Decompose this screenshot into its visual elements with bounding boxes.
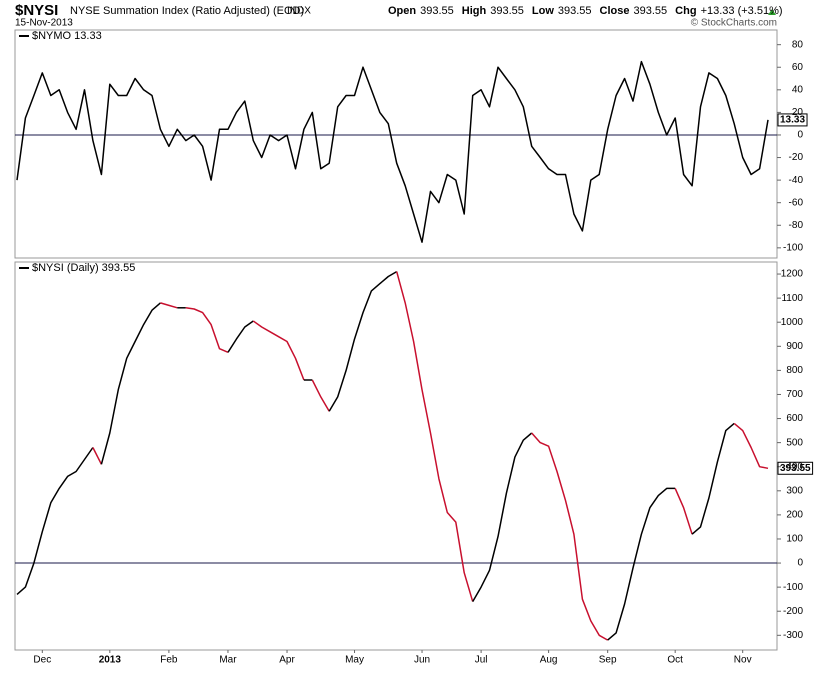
last-value: 13.33 [780,115,805,126]
y-tick-label: 40 [792,84,804,95]
quote-label: High [462,5,487,17]
y-tick-label: 100 [786,534,803,545]
y-tick-label: 500 [786,437,803,448]
y-tick-label: 400 [786,461,803,472]
x-tick-label: Sep [599,655,617,666]
series-line [733,422,769,470]
quote-value: 393.55 [558,5,592,17]
quote-value: 393.55 [420,5,454,17]
y-tick-label: -20 [789,152,804,163]
y-tick-label: -40 [789,175,804,186]
y-tick-label: 700 [786,389,803,400]
quote-label: Close [600,5,630,17]
x-tick-label: Mar [219,655,237,666]
series-line [227,320,254,353]
quote-value: 393.55 [490,5,524,17]
y-tick-label: 200 [786,510,803,521]
up-arrow [768,9,776,15]
series-line [328,270,398,412]
series-line [16,447,94,595]
exchange: INDX [287,6,311,17]
x-tick-label: May [345,655,364,666]
series-line [607,487,676,641]
quote-label: Chg [675,5,696,17]
copyright: © StockCharts.com [691,18,777,29]
y-tick-label: 0 [797,130,803,141]
series-line [160,302,178,309]
y-tick-label: 600 [786,413,803,424]
y-tick-label: 800 [786,365,803,376]
series-line [472,432,533,602]
series-line [92,447,103,465]
x-tick-label: Aug [540,655,558,666]
quote-label: Low [532,5,554,17]
y-tick-label: 1100 [781,293,803,304]
y-tick-label: 1200 [781,269,804,280]
last-value-box [777,113,808,127]
series-line [100,302,161,465]
series-line [252,320,305,381]
x-tick-label: Apr [279,655,295,666]
y-tick-label: 900 [786,341,803,352]
legend: $NYMO 13.33 [32,30,102,42]
y-tick-label: 20 [792,107,804,118]
series-line [16,60,769,243]
legend: $NYSI (Daily) 393.55 [32,262,135,274]
x-tick-label: Oct [667,655,683,666]
last-value: 393.55 [780,463,811,474]
series-line [395,271,474,602]
y-tick-label: -100 [783,582,803,593]
x-tick-label: Feb [160,655,178,666]
date: 15-Nov-2013 [15,18,73,29]
panel-frame [14,261,778,651]
panel-frame [14,29,778,259]
x-tick-label: Jul [475,655,488,666]
series-line [311,379,330,412]
y-tick-label: 1000 [781,317,804,328]
quote-label: Open [388,5,416,17]
symbol: $NYSI [15,2,58,19]
last-value-box [777,461,814,475]
quote-value: 393.55 [634,5,668,17]
y-tick-label: 60 [792,62,804,73]
y-tick-label: -200 [783,606,803,617]
y-tick-label: 0 [797,558,803,569]
series-line [691,422,735,535]
series-line [674,488,693,535]
x-tick-label: 2013 [99,655,122,666]
quote-value: +13.33 (+3.51%) [701,5,783,17]
title: NYSE Summation Index (Ratio Adjusted) (E… [70,5,304,17]
y-tick-label: -60 [789,197,804,208]
y-tick-label: -300 [783,630,803,641]
x-tick-label: Jun [414,655,430,666]
series-line [185,307,229,353]
x-tick-label: Dec [33,655,51,666]
y-tick-label: -80 [789,220,804,231]
y-tick-label: -100 [783,242,803,253]
quote: Open 393.55 High 393.55 Low 393.55 Close 393.55… [388,5,783,17]
series-line [531,432,609,641]
x-tick-label: Nov [734,655,752,666]
y-tick-label: 80 [792,39,804,50]
y-tick-label: 300 [786,485,803,496]
